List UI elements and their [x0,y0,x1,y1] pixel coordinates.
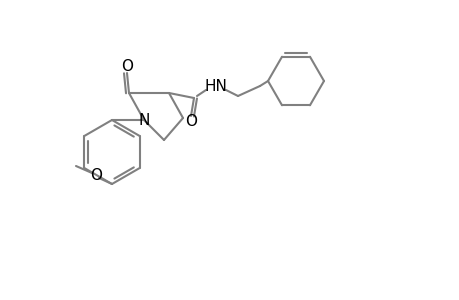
Text: HN: HN [204,79,227,94]
Text: O: O [185,113,196,128]
Text: N: N [138,112,149,128]
Text: O: O [121,58,133,74]
Text: O: O [90,167,102,182]
